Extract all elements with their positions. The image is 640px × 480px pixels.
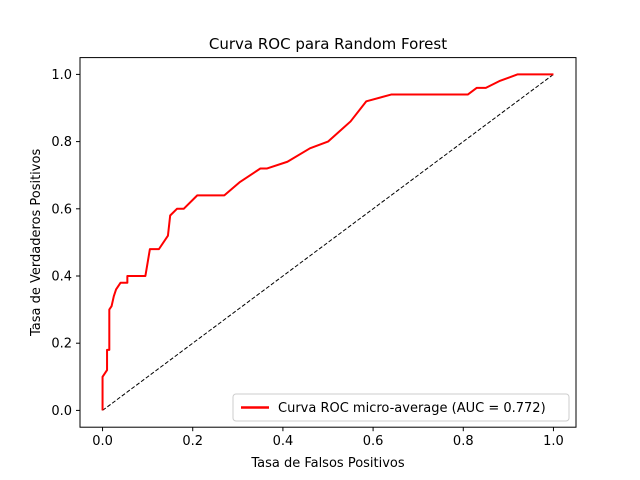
x-tick-label: 0.2: [182, 434, 203, 449]
x-tick-label: 0.6: [363, 434, 384, 449]
chance-diagonal-line: [102, 73, 554, 411]
axes-background: [80, 57, 576, 428]
x-tick-label: 0.0: [92, 434, 113, 449]
legend-label: Curva ROC micro-average (AUC = 0.772): [278, 401, 546, 416]
x-axis-label: Tasa de Falsos Positivos: [250, 456, 405, 471]
y-tick-label: 0.2: [51, 337, 72, 352]
y-tick-label: 0.4: [51, 270, 72, 285]
x-tick-label: 1.0: [543, 434, 564, 449]
y-tick-label: 0.8: [51, 135, 72, 150]
axes-frame: [79, 57, 577, 428]
chart-title: Curva ROC para Random Forest: [209, 35, 447, 53]
plot-area: [79, 57, 577, 428]
y-tick-label: 0.6: [51, 202, 72, 217]
y-axis-ticks: 0.0 0.2 0.4 0.6 0.8 1.0: [51, 68, 80, 419]
y-tick-label: 1.0: [51, 68, 72, 83]
y-tick-label: 0.0: [51, 404, 72, 419]
y-axis-label: Tasa de Verdaderos Positivos: [29, 149, 44, 337]
legend-box: [232, 393, 570, 422]
legend: Curva ROC micro-average (AUC = 0.772): [232, 393, 570, 422]
roc-curve-line: [101, 73, 554, 411]
x-tick-label: 0.8: [453, 434, 474, 449]
x-axis-ticks: 0.0 0.2 0.4 0.6 0.8 1.0: [92, 427, 564, 449]
x-tick-label: 0.4: [273, 434, 294, 449]
series-layer: [101, 73, 554, 411]
